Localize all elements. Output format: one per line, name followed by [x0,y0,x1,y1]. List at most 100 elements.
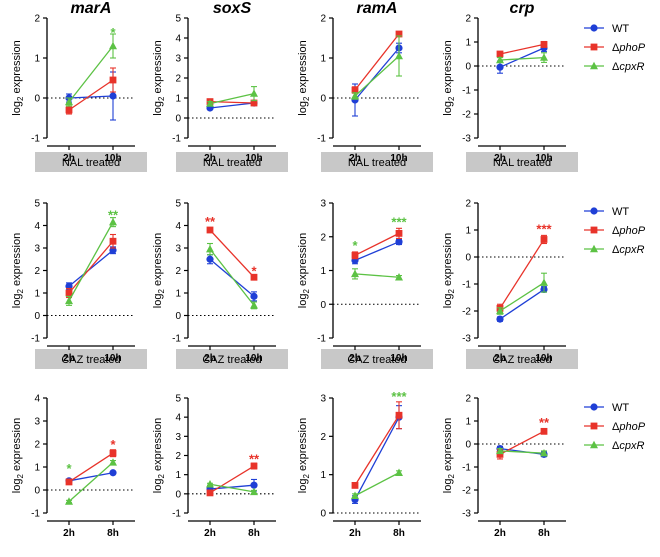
x-tick-label: 8h [248,528,260,539]
y-label-base: log [297,479,309,494]
y-tick-label: 2 [320,232,326,243]
y-label-rest: expression [152,233,164,289]
series-line-cpxr [499,450,545,454]
legend-label: ΔcpxR [612,61,644,73]
x-tick-label: 2h [349,528,361,539]
data-point-wt [395,238,403,246]
legend-item-phop: ΔphoP [584,225,646,237]
legend-item-wt: WT [584,206,629,218]
data-point-phop [65,289,73,297]
y-tick-label: 0 [320,509,326,520]
y-tick-label: 0 [465,253,471,264]
y-tick-label: 5 [175,14,181,25]
x-tick-label: 8h [393,528,405,539]
y-tick-label: 0 [320,300,326,311]
legend-item-cpxr: ΔcpxR [584,244,644,256]
legend-delta: Δ [612,61,620,73]
treatment-banner: NAL treated [35,152,147,172]
series-wt [351,405,403,504]
y-label-base: log [11,101,23,116]
series-phop [65,449,117,486]
legend-item-cpxr: ΔcpxR [584,61,644,73]
legend-label: ΔcpxR [612,440,644,452]
significance-marker: ** [249,451,260,466]
y-tick-label: -1 [31,134,40,145]
y-label-base: log [442,294,454,309]
y-tick-label: 2 [465,14,471,25]
series-line-phop [68,240,114,294]
significance-marker: ** [539,415,550,430]
y-tick-label: 2 [175,451,181,462]
treatment-banner: CAZ treated [321,349,433,369]
y-tick-label: 0 [175,489,181,500]
y-tick-label: 1 [320,54,326,65]
y-tick-label: -1 [172,334,181,345]
significance-marker: * [66,461,72,476]
series-phop [206,226,258,281]
legend-delta: Δ [612,421,620,433]
y-axis-label: log2 expression [11,40,25,115]
significance-marker: * [251,264,257,279]
y-tick-label: 3 [175,54,181,65]
gene-title: crp [510,0,535,17]
data-point-cpxr [395,51,403,60]
y-tick-label: -1 [31,509,40,520]
data-point-phop [109,76,117,84]
y-tick-label: 1 [465,38,471,49]
treatment-banner: NAL treated [321,152,433,172]
series-line-phop [68,79,114,111]
data-point-cpxr [250,89,258,97]
legend-marker-square [590,43,598,51]
data-point-cpxr [65,497,73,505]
y-label-subscript: 2 [16,96,25,101]
series-line-phop [354,33,400,91]
y-label-subscript: 2 [302,474,311,479]
series-line-wt [209,102,255,109]
series-line-cpxr [68,45,114,103]
data-point-wt [496,315,504,323]
y-axis-label: log2 expression [152,233,166,308]
data-point-cpxr [351,91,359,100]
treatment-banner: CAZ treated [466,349,578,369]
banner-background [176,349,288,369]
y-label-rest: expression [297,418,309,474]
y-tick-label: 1 [34,463,40,474]
y-tick-label: 0 [34,311,40,322]
x-tick-label: 10h [245,353,262,364]
series-cpxr [206,242,258,310]
series-cpxr [206,86,258,107]
series-line-wt [499,47,545,68]
y-tick-label: -1 [462,280,471,291]
series-cpxr [65,217,117,306]
y-tick-label: 2 [320,432,326,443]
y-label-subscript: 2 [447,96,456,101]
data-point-cpxr [109,41,117,50]
y-tick-label: 4 [175,34,181,45]
series-line-wt [354,241,400,261]
series-line-cpxr [354,55,400,97]
data-point-cpxr [250,487,258,496]
banner-background [321,152,433,172]
y-tick-label: 5 [34,199,40,210]
x-tick-label: 8h [107,528,119,539]
legend-item-cpxr: ΔcpxR [584,440,644,452]
legend-label: WT [612,402,629,414]
x-tick-label: 10h [245,153,262,164]
y-tick-label: 0 [465,440,471,451]
legend-label: ΔphoP [612,42,646,54]
x-tick-label: 8h [538,528,550,539]
y-label-subscript: 2 [16,474,25,479]
y-label-base: log [11,294,23,309]
legend-label: WT [612,206,629,218]
significance-marker: *** [391,389,407,404]
legend-strain: WT [612,402,629,414]
treatment-banner: NAL treated [176,152,288,172]
series-cpxr [351,268,403,281]
data-point-wt [250,292,258,300]
data-point-cpxr [109,458,117,466]
